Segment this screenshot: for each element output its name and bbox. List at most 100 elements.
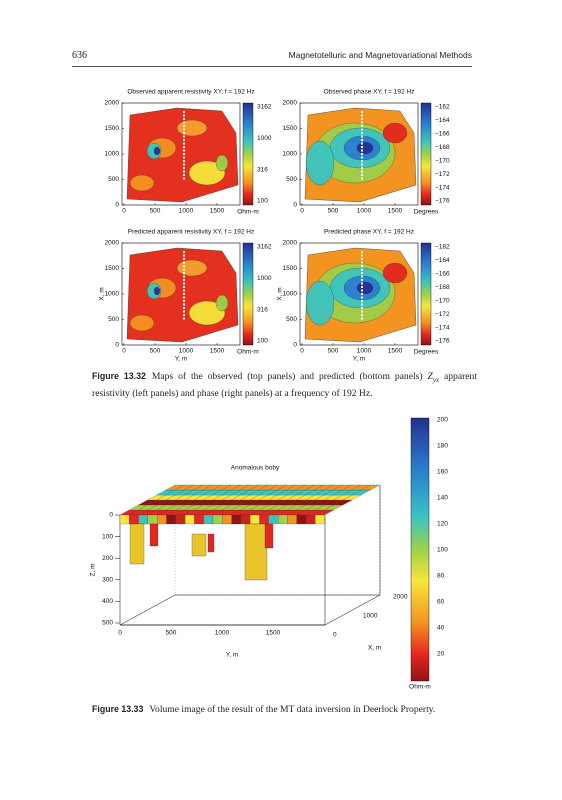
colorbar-label: 3162: [257, 244, 272, 251]
front-cell: [166, 514, 176, 525]
z-tick-label: 0: [109, 512, 113, 519]
y-tick-label: 1500: [266, 630, 281, 637]
colorbar-label: −168: [435, 144, 450, 151]
caption-label: Figure 13.33: [92, 704, 144, 714]
anomaly-block: [207, 533, 215, 553]
front-cell: [203, 514, 214, 525]
front-cell: [212, 514, 223, 525]
front-cell: [287, 514, 297, 525]
map-contour: [153, 286, 161, 296]
colorbar-label: −166: [435, 131, 450, 138]
map-contour: [305, 140, 335, 186]
y-tick-label: 2000: [105, 240, 120, 247]
y-tick-label: 1500: [283, 265, 298, 272]
colorbar-unit: Ohm-m: [237, 209, 259, 216]
colorbar-label: −176: [435, 198, 450, 205]
colorbar-unit: Ohm-m: [237, 349, 259, 356]
colorbar-label: 180: [437, 443, 448, 450]
y-tick-label: 1000: [105, 151, 120, 158]
x-tick-label: 0: [300, 348, 304, 355]
colorbar-label: 1000: [257, 275, 272, 282]
x-tick-label: 0: [333, 632, 337, 639]
y-tick-label: 500: [286, 176, 297, 183]
z-tick-label: 300: [102, 577, 113, 584]
symbol: Z: [427, 371, 433, 382]
box-floor: [119, 594, 381, 626]
x-tick-label: 500: [150, 348, 161, 355]
map-contour: [129, 314, 155, 332]
colorbar-label: 20: [437, 651, 445, 658]
x-tick-label: 500: [328, 208, 339, 215]
running-title: Magnetotelluric and Magnetovariational M…: [288, 50, 472, 60]
panel-title: Observed phase XY, f = 192 Hz: [324, 89, 415, 96]
panel-title: Observed apparent resistivity XY, f = 19…: [127, 89, 254, 96]
y-tick-label: 1500: [283, 125, 298, 132]
colorbar-label: −164: [435, 117, 450, 124]
colorbar-label: 160: [437, 469, 448, 476]
front-cell: [185, 514, 195, 525]
page-number: 636: [72, 50, 87, 61]
colorbar-unit: Ohm-m: [409, 684, 431, 691]
y-tick-label: 0: [293, 202, 297, 209]
anomaly-block: [191, 533, 207, 557]
colorbar-label: 100: [257, 198, 268, 205]
x-axis-label: Y, m: [175, 356, 188, 363]
z-tick-label: 200: [102, 555, 113, 562]
x-tick-label: 1000: [179, 208, 194, 215]
y-tick-label: 1500: [105, 265, 120, 272]
y-tick-label: 500: [108, 176, 119, 183]
header-rule: [72, 66, 472, 67]
colorbar-unit: Degrees: [414, 349, 439, 356]
x-tick-label: 1000: [363, 613, 378, 620]
front-cell: [222, 514, 232, 525]
colorbar-label: 140: [437, 495, 448, 502]
colorbar: [410, 417, 430, 682]
front-cell: [250, 514, 260, 525]
colorbar-label: 80: [437, 573, 445, 580]
caption: Figure 13.33 Volume image of the result o…: [92, 703, 477, 716]
x-tick-label: 1500: [388, 208, 403, 215]
colorbar-label: 120: [437, 521, 448, 528]
colorbar: [242, 242, 254, 346]
y-tick-label: 1500: [105, 125, 120, 132]
map-contour: [215, 294, 229, 312]
colorbar-label: −168: [435, 284, 450, 291]
front-cell: [194, 514, 204, 525]
x-tick-label: 0: [300, 208, 304, 215]
front-cell: [315, 514, 325, 525]
colorbar-label: 60: [437, 599, 445, 606]
colorbar-label: 316: [257, 166, 268, 173]
y-axis-label: X, m: [99, 287, 106, 300]
front-cell: [240, 514, 251, 525]
y-tick-label: 0: [115, 342, 119, 349]
colorbar-label: −164: [435, 257, 450, 264]
x-tick-label: 1500: [210, 348, 225, 355]
map-contour: [176, 259, 208, 277]
caption-label: Figure 13.32: [92, 371, 146, 381]
annotation: Anomalous boby: [231, 465, 280, 472]
x-tick-label: 1500: [388, 348, 403, 355]
map-contour: [382, 122, 408, 144]
y-tick-label: 500: [286, 316, 297, 323]
anomaly-block: [149, 523, 159, 547]
colorbar: [242, 102, 254, 206]
y-tick-label: 2000: [105, 100, 120, 107]
subscript: yx: [432, 375, 440, 384]
z-tick-label: 100: [102, 533, 113, 540]
colorbar-label: 100: [437, 547, 448, 554]
caption-text: Volume image of the result of the MT dat…: [149, 704, 436, 715]
y-tick-label: 500: [166, 630, 177, 637]
front-cell: [147, 514, 158, 525]
y-tick-label: 0: [118, 630, 122, 637]
colorbar-label: −166: [435, 271, 450, 278]
y-tick-label: 0: [115, 202, 119, 209]
front-cell: [231, 514, 242, 525]
z-tick-label: 400: [102, 598, 113, 605]
caption-text: Maps of the observed (top panels) and pr…: [151, 371, 428, 382]
y-tick-label: 1000: [283, 291, 298, 298]
front-cell: [138, 514, 149, 525]
map-contour: [356, 141, 374, 155]
front-cell: [175, 514, 186, 525]
colorbar-label: 40: [437, 625, 445, 632]
